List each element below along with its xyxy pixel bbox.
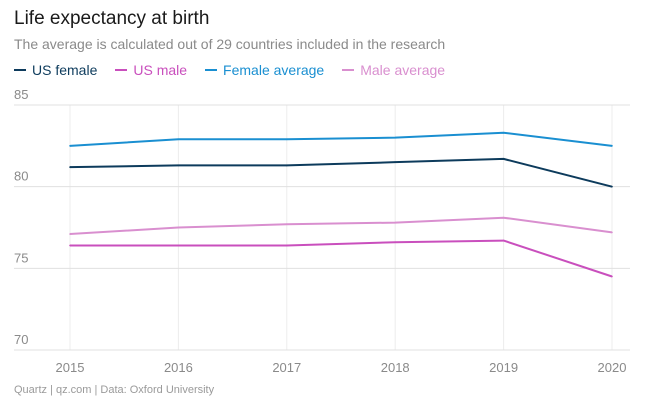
data-point — [177, 244, 180, 247]
data-point — [502, 239, 505, 242]
legend-label: US male — [133, 62, 188, 78]
data-point — [69, 244, 71, 247]
legend-swatch — [115, 69, 128, 71]
legend-item: Male average — [342, 62, 445, 78]
y-tick-label: 80 — [14, 169, 28, 184]
data-point — [286, 164, 288, 167]
series-line-female-average — [69, 131, 613, 147]
legend-swatch — [342, 69, 355, 71]
data-point — [394, 136, 397, 139]
data-point — [69, 166, 71, 168]
data-point — [611, 185, 613, 188]
data-point — [69, 233, 71, 235]
x-tick-label: 2016 — [164, 360, 193, 375]
chart-title: Life expectancy at birth — [14, 8, 210, 29]
x-tick-label: 2018 — [381, 360, 410, 375]
legend-swatch — [205, 69, 218, 71]
data-point — [69, 145, 71, 147]
data-point — [177, 226, 180, 229]
data-point — [177, 138, 180, 141]
legend-label: Male average — [360, 62, 446, 78]
series-line-us-male — [70, 239, 613, 278]
series-line-us-female — [69, 157, 613, 188]
data-point — [286, 138, 288, 141]
x-tick-label: 2020 — [598, 360, 627, 375]
data-point — [611, 145, 613, 147]
legend-item: Female average — [205, 62, 324, 78]
data-point — [286, 244, 288, 247]
legend-swatch — [14, 69, 26, 71]
x-tick-label: 2017 — [272, 360, 301, 375]
data-point — [502, 131, 505, 134]
x-tick-label: 2019 — [489, 360, 518, 375]
series-line-male-average — [69, 216, 613, 236]
data-point — [502, 216, 505, 219]
line-chart: 70 75 80 85 2015 2016 2017 2018 2019 2020 — [14, 87, 630, 375]
data-point — [286, 223, 288, 226]
data-point — [394, 241, 397, 243]
x-tick-label: 2015 — [56, 360, 85, 375]
data-point — [611, 231, 613, 234]
legend: US female US male Female average Male avera… — [14, 62, 445, 78]
y-tick-label: 75 — [14, 250, 28, 265]
data-point — [394, 161, 397, 163]
data-point — [611, 275, 613, 278]
chart-subtitle: The average is calculated out of 29 coun… — [14, 36, 446, 52]
legend-label: US female — [32, 62, 98, 78]
legend-item: US female — [14, 62, 97, 78]
y-tick-label: 70 — [14, 332, 28, 347]
data-point — [177, 164, 180, 167]
source-footer: Quartz | qz.com | Data: Oxford Universit… — [14, 384, 215, 396]
legend-label: Female average — [223, 62, 325, 78]
data-point — [394, 221, 397, 224]
legend-item: US male — [115, 62, 187, 78]
data-point — [502, 158, 505, 160]
y-tick-label: 85 — [14, 87, 28, 102]
